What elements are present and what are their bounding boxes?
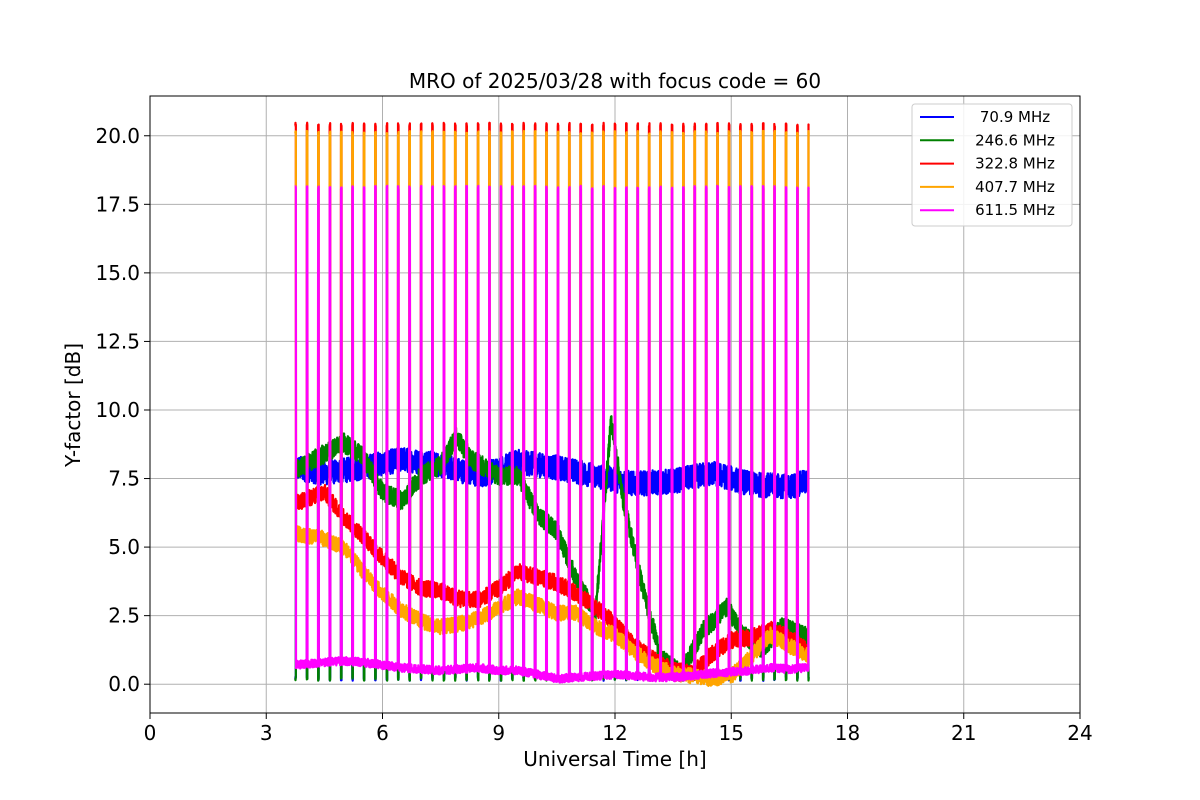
x-tick-label: 21	[951, 721, 976, 745]
y-tick-label: 12.5	[95, 329, 140, 353]
legend-label: 70.9 MHz	[980, 108, 1050, 126]
y-axis-label: Y-factor [dB]	[61, 343, 85, 468]
y-axis: 0.0 2.5 5.0 7.5 10.0 12.5 15.0 17.5 20.0	[95, 124, 150, 696]
series-line-2	[294, 121, 810, 681]
y-tick-label: 7.5	[108, 467, 140, 491]
x-axis: 0 3 6 9 12 15 18 21 24	[144, 713, 1093, 745]
chart-title: MRO of 2025/03/28 with focus code = 60	[409, 69, 821, 93]
legend-label: 322.8 MHz	[975, 155, 1055, 173]
x-tick-label: 0	[144, 721, 157, 745]
y-tick-label: 5.0	[108, 535, 140, 559]
x-tick-label: 24	[1067, 721, 1092, 745]
x-tick-label: 3	[260, 721, 273, 745]
legend-label: 246.6 MHz	[975, 131, 1055, 149]
x-tick-label: 15	[719, 721, 744, 745]
x-tick-label: 6	[376, 721, 389, 745]
x-tick-label: 12	[602, 721, 627, 745]
legend-label: 407.7 MHz	[975, 178, 1055, 196]
x-tick-label: 9	[492, 721, 505, 745]
series-layer	[294, 121, 810, 687]
series-line-0	[294, 447, 810, 682]
y-tick-label: 10.0	[95, 398, 140, 422]
legend-label: 611.5 MHz	[975, 201, 1055, 219]
legend-box	[911, 103, 1073, 227]
y-tick-label: 20.0	[95, 124, 140, 148]
legend: 70.9 MHz 246.6 MHz 322.8 MHz 407.7 MHz 611.5…	[911, 103, 1073, 227]
series-line-1	[294, 415, 810, 683]
y-tick-label: 0.0	[108, 672, 140, 696]
y-tick-label: 2.5	[108, 604, 140, 628]
y-tick-label: 17.5	[95, 192, 140, 216]
series-line-4	[294, 184, 810, 684]
x-tick-label: 18	[835, 721, 860, 745]
x-axis-label: Universal Time [h]	[523, 747, 706, 771]
y-tick-label: 15.0	[95, 261, 140, 285]
